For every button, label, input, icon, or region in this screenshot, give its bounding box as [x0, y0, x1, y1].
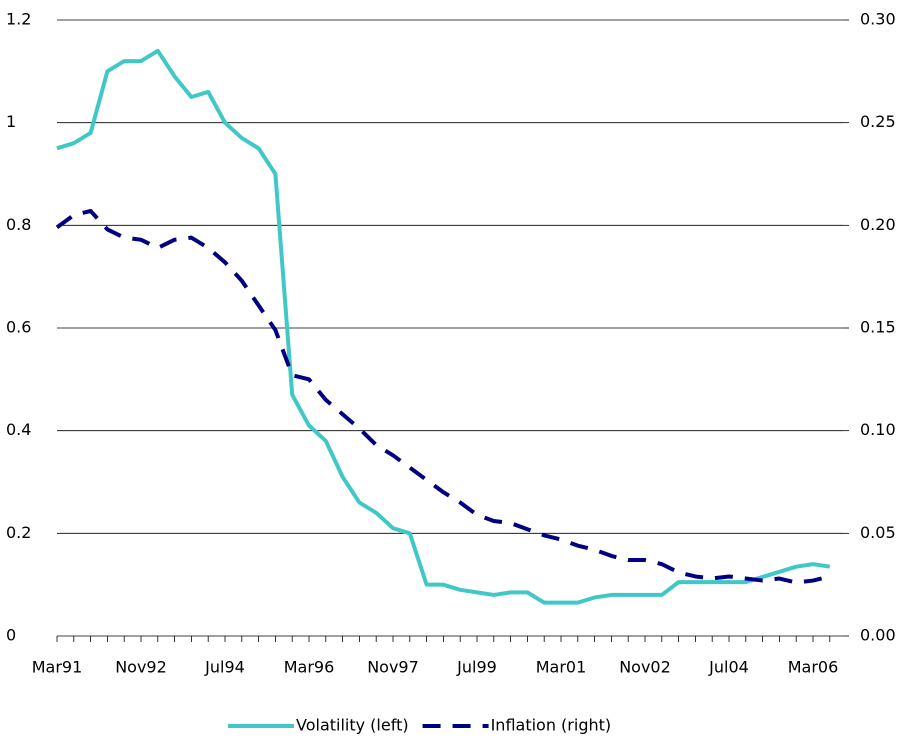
y2-tick-label: 0.10 [860, 420, 896, 439]
x-tick-label: Mar01 [536, 658, 587, 677]
y-tick-label: 0 [6, 626, 16, 645]
y2-tick-label: 0.30 [860, 10, 896, 29]
x-tick-label: Nov92 [115, 658, 167, 677]
series-line [56, 48, 831, 605]
y2-tick-label: 0.25 [860, 112, 896, 131]
x-tick-label: Nov02 [619, 658, 671, 677]
x-tick-label: Mar91 [32, 658, 83, 677]
x-tick-label: Mar06 [788, 658, 839, 677]
x-tick-label: Jul04 [708, 658, 749, 677]
y2-tick-label: 0.05 [860, 523, 896, 542]
legend-label: Inflation (right) [491, 716, 612, 735]
y2-tick-label: 0.00 [860, 626, 896, 645]
y-tick-label: 0.4 [6, 420, 31, 439]
legend-label: Volatility (left) [296, 716, 409, 735]
y-tick-label: 0.6 [6, 318, 31, 337]
x-tick-label: Nov97 [367, 658, 419, 677]
x-tick-label: Jul99 [456, 658, 497, 677]
x-tick-label: Mar96 [284, 658, 335, 677]
y2-tick-label: 0.20 [860, 215, 896, 234]
y2-tick-label: 0.15 [860, 318, 896, 337]
y-tick-label: 1.2 [6, 10, 31, 29]
y-tick-label: 1 [6, 112, 16, 131]
series-line [55, 208, 831, 585]
x-tick-label: Jul94 [204, 658, 245, 677]
y-tick-label: 0.8 [6, 215, 31, 234]
y-tick-label: 0.2 [6, 523, 31, 542]
